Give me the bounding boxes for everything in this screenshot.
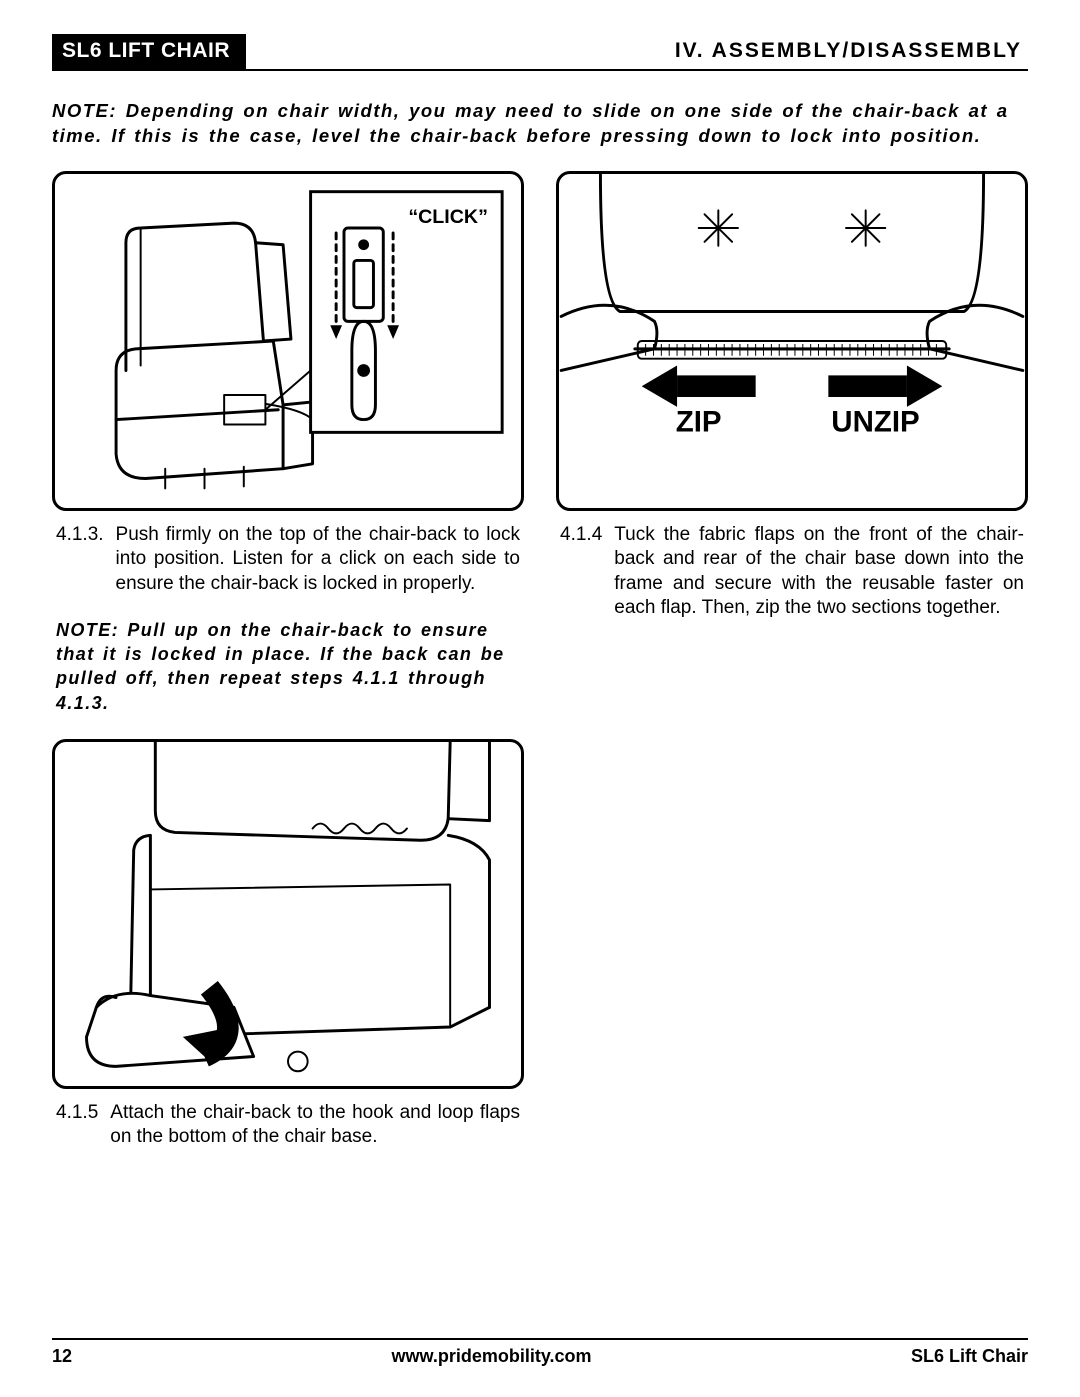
step-number: 4.1.5 xyxy=(56,1101,98,1150)
footer-product: SL6 Lift Chair xyxy=(911,1346,1028,1367)
figure-415 xyxy=(52,739,524,1089)
step-text: Tuck the fabric flaps on the front of th… xyxy=(614,523,1024,620)
content-columns: “CLICK” 4.1.3. Push firmly on the top of… xyxy=(52,171,1028,1150)
footer-url: www.pridemobility.com xyxy=(391,1346,591,1367)
manual-page: SL6 LIFT CHAIR IV. ASSEMBLY/DISASSEMBLY … xyxy=(0,0,1080,1397)
zip-label: ZIP xyxy=(676,405,722,438)
mid-note: NOTE: Pull up on the chair-back to ensur… xyxy=(52,618,524,715)
right-column: ZIP UNZIP 4.1.4 Tuck the fabric flaps on… xyxy=(556,171,1028,1150)
figure-415-illustration xyxy=(55,742,521,1086)
step-415: 4.1.5 Attach the chair-back to the hook … xyxy=(52,1101,524,1150)
figure-414: ZIP UNZIP xyxy=(556,171,1028,511)
page-header: SL6 LIFT CHAIR IV. ASSEMBLY/DISASSEMBLY xyxy=(52,34,1028,71)
top-note: NOTE: Depending on chair width, you may … xyxy=(52,99,1028,149)
click-label: “CLICK” xyxy=(408,206,488,228)
step-number: 4.1.3. xyxy=(56,523,104,596)
step-number: 4.1.4 xyxy=(560,523,602,620)
figure-414-illustration: ZIP UNZIP xyxy=(559,174,1025,508)
step-414: 4.1.4 Tuck the fabric flaps on the front… xyxy=(556,523,1028,620)
left-column: “CLICK” 4.1.3. Push firmly on the top of… xyxy=(52,171,524,1150)
step-413: 4.1.3. Push firmly on the top of the cha… xyxy=(52,523,524,596)
footer-page-number: 12 xyxy=(52,1346,72,1367)
step-text: Attach the chair-back to the hook and lo… xyxy=(110,1101,520,1150)
page-footer: 12 www.pridemobility.com SL6 Lift Chair xyxy=(52,1338,1028,1367)
figure-413: “CLICK” xyxy=(52,171,524,511)
header-product-tag: SL6 LIFT CHAIR xyxy=(52,34,246,69)
step-text: Push firmly on the top of the chair-back… xyxy=(116,523,520,596)
header-section-title: IV. ASSEMBLY/DISASSEMBLY xyxy=(246,34,1028,69)
figure-413-illustration: “CLICK” xyxy=(55,174,521,508)
unzip-label: UNZIP xyxy=(831,405,919,438)
